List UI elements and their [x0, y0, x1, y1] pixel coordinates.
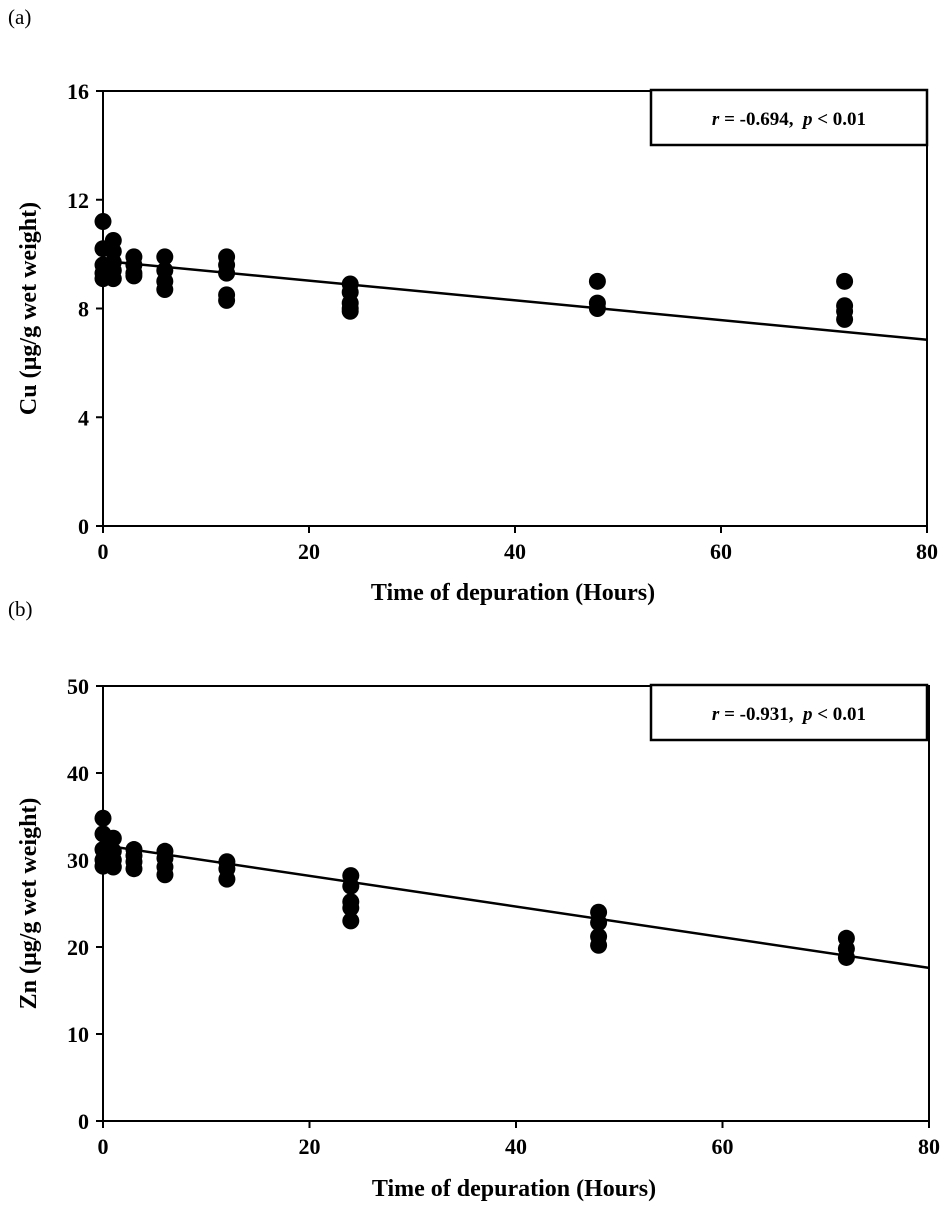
- stat-p-value: < 0.01: [812, 109, 866, 130]
- y-tick-label: 50: [67, 674, 89, 699]
- x-tick-label: 80: [918, 1134, 940, 1159]
- y-tick-label: 10: [67, 1022, 89, 1047]
- x-axis-title: Time of depuration (Hours): [372, 1176, 656, 1202]
- data-point: [342, 912, 360, 930]
- data-point: [342, 877, 360, 895]
- stat-annotation: r = -0.931, p < 0.01: [712, 704, 866, 725]
- stat-r-value: = -0.694,: [719, 109, 803, 130]
- y-tick-label: 40: [67, 761, 89, 786]
- y-tick-label: 20: [67, 935, 89, 960]
- data-point: [104, 829, 122, 847]
- y-tick-label: 8: [78, 297, 89, 322]
- panel-label: (b): [8, 597, 33, 621]
- x-tick-label: 20: [298, 539, 320, 564]
- stat-box: [649, 88, 929, 147]
- panel-label: (a): [8, 5, 31, 29]
- data-point: [342, 899, 360, 917]
- x-tick-label: 0: [98, 539, 109, 564]
- data-point: [341, 302, 359, 320]
- data-point: [218, 264, 236, 282]
- data-point: [590, 936, 608, 954]
- trend-line: [102, 843, 930, 970]
- y-tick-label: 0: [78, 1109, 89, 1134]
- data-point: [588, 272, 606, 290]
- stat-box: [649, 683, 929, 742]
- x-tick-label: 60: [710, 539, 732, 564]
- data-point: [156, 280, 174, 298]
- stat-annotation: r = -0.694, p < 0.01: [712, 109, 866, 130]
- data-point: [836, 272, 854, 290]
- x-tick-label: 60: [712, 1134, 734, 1159]
- stat-p-value: < 0.01: [812, 704, 866, 725]
- stat-r-value: = -0.931,: [719, 704, 803, 725]
- data-point: [590, 914, 608, 932]
- stat-p-symbol: p: [801, 109, 813, 130]
- data-point: [836, 310, 854, 328]
- data-point: [218, 291, 236, 309]
- y-tick-label: 30: [67, 848, 89, 873]
- data-point: [94, 213, 112, 230]
- x-tick-label: 20: [299, 1134, 321, 1159]
- x-tick-label: 40: [505, 1134, 527, 1159]
- stat-p-symbol: p: [801, 704, 813, 725]
- data-point: [104, 270, 122, 288]
- y-tick-label: 4: [78, 405, 89, 430]
- x-tick-label: 40: [504, 539, 526, 564]
- y-tick-label: 0: [78, 514, 89, 539]
- data-point: [94, 809, 112, 827]
- x-tick-label: 80: [916, 539, 938, 564]
- data-point: [588, 300, 606, 317]
- data-point: [104, 858, 122, 876]
- stat-r-symbol: r: [712, 704, 720, 725]
- data-point: [156, 866, 174, 884]
- plot-frame: [102, 685, 930, 1122]
- trend-line: [102, 259, 928, 342]
- y-tick-label: 12: [67, 188, 89, 213]
- data-point: [837, 948, 855, 966]
- stat-r-symbol: r: [712, 109, 720, 130]
- y-axis-title: Cu (µg/g wet weight): [16, 202, 42, 415]
- y-tick-label: 16: [67, 79, 89, 104]
- data-point: [218, 870, 236, 888]
- x-tick-label: 0: [98, 1134, 109, 1159]
- panel-b: (b) 0 10 20 30 40 50 0 20 40 60 80 Time of depuratio…: [8, 597, 940, 1202]
- x-axis-title: Time of depuration (Hours): [371, 580, 655, 606]
- y-axis-title: Zn (µg/g wet weight): [16, 798, 42, 1010]
- data-point: [125, 267, 143, 285]
- data-point: [125, 860, 143, 878]
- panel-a: (a) 0 4 8 12 16 0 20 40 60 80 Time of depuration (H…: [8, 5, 938, 606]
- data-point: [156, 248, 174, 266]
